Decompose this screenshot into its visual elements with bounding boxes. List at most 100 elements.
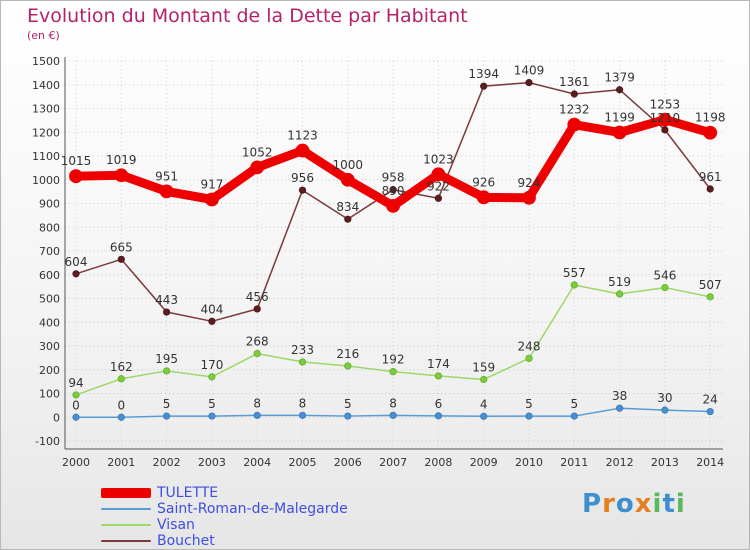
data-label: 924 xyxy=(518,176,541,190)
data-point xyxy=(525,79,533,87)
data-point xyxy=(344,412,352,420)
logo-letter: P xyxy=(582,489,603,519)
data-label: 8 xyxy=(253,396,261,410)
legend-label: Saint-Roman-de-Malegarde xyxy=(157,501,348,517)
data-point xyxy=(434,372,442,380)
x-tick-label: 2012 xyxy=(606,456,634,469)
data-label: 248 xyxy=(518,339,541,353)
proxiti-logo: Proxiti xyxy=(582,489,686,519)
data-label: 1361 xyxy=(559,75,590,89)
data-label: 1052 xyxy=(242,145,273,159)
data-point xyxy=(72,413,80,421)
data-label: 1210 xyxy=(650,111,681,125)
data-point xyxy=(480,82,488,90)
data-point xyxy=(253,349,261,358)
legend-label: Bouchet xyxy=(157,533,215,549)
y-tick-label: 1500 xyxy=(32,55,60,68)
x-tick-label: 2010 xyxy=(515,456,543,469)
data-point xyxy=(615,404,624,412)
x-tick-label: 2007 xyxy=(379,456,407,469)
data-label: 956 xyxy=(291,171,314,185)
data-label: 8 xyxy=(389,396,397,410)
data-point xyxy=(163,367,171,375)
data-label: 1253 xyxy=(650,98,681,112)
data-label: 195 xyxy=(155,352,178,366)
data-label: 890 xyxy=(382,184,405,198)
y-tick-label: -100 xyxy=(35,435,60,448)
data-label: 1379 xyxy=(604,71,635,85)
data-label: 5 xyxy=(525,397,533,411)
data-label: 0 xyxy=(72,398,80,412)
data-point xyxy=(703,125,718,140)
data-point xyxy=(706,407,714,416)
data-point xyxy=(480,375,488,384)
data-label: 922 xyxy=(427,179,450,193)
y-tick-label: 200 xyxy=(39,364,60,377)
y-tick-label: 600 xyxy=(39,269,60,282)
data-label: 94 xyxy=(68,376,83,390)
legend-swatch xyxy=(101,540,151,542)
data-point xyxy=(431,167,446,182)
legend-item: TULETTE xyxy=(101,485,348,501)
data-point xyxy=(69,169,83,184)
data-label: 1409 xyxy=(514,64,545,78)
data-point xyxy=(661,126,669,134)
data-label: 162 xyxy=(110,360,133,374)
data-point xyxy=(570,281,578,289)
data-label: 1394 xyxy=(468,67,499,81)
data-point xyxy=(661,406,669,414)
data-point xyxy=(163,412,171,420)
data-point xyxy=(661,283,669,292)
data-label: 665 xyxy=(110,240,133,254)
x-tick-label: 2011 xyxy=(560,456,588,469)
data-point xyxy=(298,358,307,366)
data-label: 30 xyxy=(657,391,672,405)
data-point xyxy=(570,90,578,98)
x-tick-label: 2000 xyxy=(62,456,90,469)
legend-item: Visan xyxy=(101,517,348,533)
y-tick-label: 400 xyxy=(39,316,60,329)
data-point xyxy=(434,412,442,420)
data-label: 958 xyxy=(382,171,405,185)
data-point xyxy=(615,290,624,298)
data-label: 5 xyxy=(344,397,352,411)
y-tick-label: 1100 xyxy=(32,150,60,163)
x-tick-label: 2009 xyxy=(470,456,498,469)
logo-letter: r xyxy=(602,489,616,519)
data-label: 1123 xyxy=(287,129,318,143)
legend-swatch xyxy=(101,524,151,526)
chart-unit: (en €) xyxy=(27,29,60,42)
y-tick-label: 1400 xyxy=(32,79,60,92)
data-point xyxy=(480,412,488,420)
data-point xyxy=(295,143,310,158)
data-point xyxy=(615,86,624,94)
data-point xyxy=(340,172,355,187)
data-label: 24 xyxy=(703,393,718,407)
data-label: 546 xyxy=(653,269,676,283)
chart-title: Evolution du Montant de la Dette par Hab… xyxy=(27,5,468,27)
data-label: 192 xyxy=(382,353,405,367)
data-label: 159 xyxy=(472,360,495,374)
data-point xyxy=(298,186,307,194)
x-tick-label: 2003 xyxy=(198,456,226,469)
data-label: 456 xyxy=(246,290,269,304)
data-label: 917 xyxy=(200,177,223,191)
logo-letter: o xyxy=(615,489,635,519)
data-label: 6 xyxy=(435,397,443,411)
legend: TULETTE Saint-Roman-de-Malegarde Visan Bouc… xyxy=(101,485,348,549)
data-point xyxy=(389,411,397,419)
data-point xyxy=(208,317,216,325)
data-label: 216 xyxy=(336,347,359,361)
y-tick-label: 700 xyxy=(39,245,60,258)
data-label: 1232 xyxy=(559,103,590,117)
data-label: 1198 xyxy=(695,111,726,125)
data-point xyxy=(567,117,582,132)
data-label: 5 xyxy=(208,397,216,411)
y-tick-label: 1200 xyxy=(32,126,60,139)
data-point xyxy=(658,112,672,127)
data-label: 174 xyxy=(427,357,450,371)
legend-swatch xyxy=(101,488,151,498)
data-label: 268 xyxy=(246,335,269,349)
